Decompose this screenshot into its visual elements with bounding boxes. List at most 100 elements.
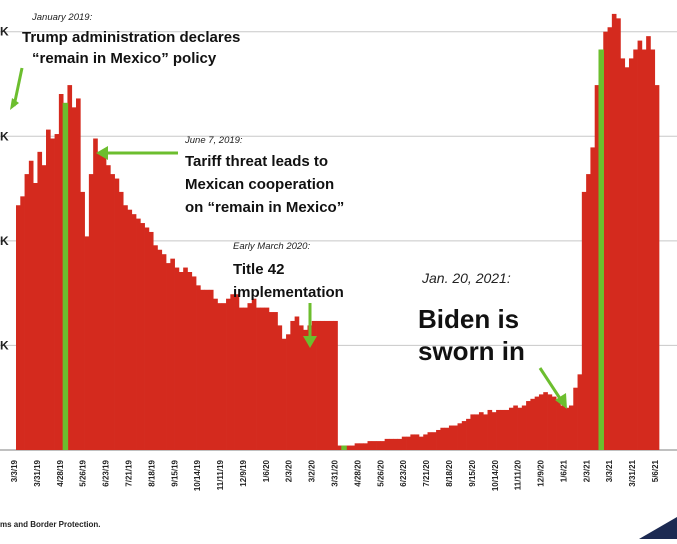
bar	[67, 85, 73, 450]
bar	[577, 374, 583, 450]
annotation-arrowhead	[96, 146, 108, 160]
bar	[101, 156, 107, 451]
bar	[333, 320, 338, 450]
bar	[530, 398, 536, 450]
x-tick-label: 5/6/21	[651, 459, 660, 482]
bar	[363, 443, 368, 450]
x-tick-label: 9/15/20	[468, 459, 477, 486]
bar	[294, 316, 300, 450]
bar	[24, 174, 30, 450]
bar	[41, 165, 47, 450]
bar	[637, 40, 643, 450]
bar	[213, 298, 218, 450]
y-tick-label: K	[0, 234, 9, 248]
bar	[646, 36, 651, 451]
bar	[298, 325, 304, 450]
y-tick-label: K	[0, 129, 9, 143]
bar	[367, 441, 373, 450]
bar	[500, 409, 506, 450]
bar	[474, 414, 480, 450]
x-tick-label: 7/21/20	[422, 459, 431, 486]
bar	[264, 307, 270, 450]
x-tick-label: 3/31/19	[33, 459, 42, 486]
bar	[200, 289, 205, 450]
x-tick-label: 2/3/20	[285, 459, 294, 482]
x-tick-label: 4/28/20	[353, 459, 362, 486]
bar	[290, 320, 295, 450]
bar	[496, 409, 501, 450]
annotation-line: sworn in	[418, 336, 525, 366]
bar	[260, 307, 265, 450]
x-tick-label: 3/31/21	[628, 459, 637, 486]
bar	[187, 272, 193, 450]
x-tick-label: 2/3/21	[582, 459, 591, 482]
source-note: ms and Border Protection.	[0, 520, 101, 529]
bar	[114, 178, 120, 451]
bar	[543, 392, 548, 450]
bar	[110, 174, 115, 450]
bar	[157, 249, 163, 450]
bar	[71, 107, 77, 450]
annotation-line: Tariff threat leads to	[185, 153, 328, 170]
bar	[478, 412, 484, 450]
x-tick-label: 9/15/19	[170, 459, 179, 486]
annotation-line: implementation	[233, 284, 344, 301]
bar	[286, 334, 291, 450]
x-tick-label: 5/26/20	[376, 459, 385, 486]
bar	[84, 236, 90, 450]
x-tick-label: 3/2/20	[308, 459, 317, 482]
bar	[268, 312, 274, 450]
bar	[307, 325, 313, 450]
x-tick-label: 5/26/19	[79, 459, 88, 486]
bar	[324, 320, 330, 450]
bar	[564, 407, 570, 450]
bar	[654, 85, 660, 450]
annotation-line: Trump administration declares	[22, 29, 240, 46]
annotation-title-42: Early March 2020: Title 42 implementatio…	[233, 241, 344, 348]
bar	[628, 58, 634, 451]
bar	[328, 320, 334, 450]
bar	[384, 438, 390, 451]
bar	[316, 320, 321, 450]
bar	[311, 320, 317, 450]
bar	[281, 338, 287, 450]
bar	[457, 423, 463, 450]
bar	[88, 174, 94, 450]
bar	[633, 49, 638, 450]
annotation-line: “remain in Mexico” policy	[32, 50, 217, 67]
bar	[414, 434, 420, 450]
bar	[427, 432, 433, 450]
bar	[178, 272, 184, 450]
bar	[603, 31, 608, 450]
bar	[538, 394, 544, 451]
bar	[161, 254, 167, 450]
annotation-arrowhead	[555, 393, 567, 409]
bar	[118, 191, 124, 450]
bar	[470, 414, 476, 450]
x-tick-label: 8/18/20	[445, 459, 454, 486]
bar	[33, 183, 38, 450]
annotation-arrow	[538, 367, 563, 401]
bar	[453, 425, 458, 450]
bar	[234, 294, 240, 450]
bar	[491, 412, 497, 450]
x-tick-label: 7/21/19	[125, 459, 134, 486]
bar	[551, 396, 557, 450]
x-tick-label: 10/14/20	[491, 459, 500, 491]
annotation-date: June 7, 2019:	[184, 135, 243, 146]
bar	[20, 196, 25, 450]
bar	[371, 441, 377, 450]
bar	[534, 396, 540, 450]
highlight-bar	[62, 102, 69, 451]
bar	[483, 414, 488, 450]
annotation-line: Mexican cooperation	[185, 176, 334, 193]
bar	[423, 434, 428, 450]
bar	[568, 405, 574, 450]
bar	[397, 438, 403, 451]
annotation-arrow	[12, 67, 24, 107]
bar	[80, 191, 85, 450]
bar	[358, 443, 364, 450]
x-tick-label: 4/28/19	[56, 459, 65, 486]
bar	[556, 401, 561, 450]
